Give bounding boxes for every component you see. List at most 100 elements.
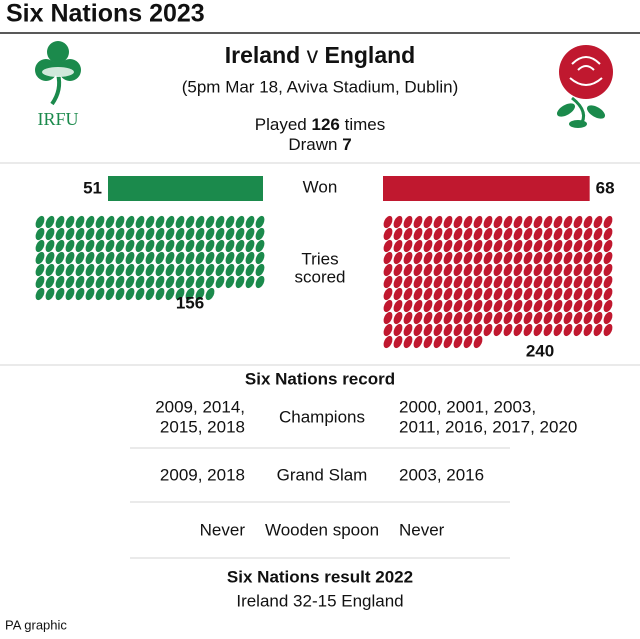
rugby-ball <box>513 227 523 241</box>
rugby-ball <box>433 239 443 253</box>
rugby-ball <box>423 323 433 337</box>
rugby-ball <box>433 263 443 277</box>
rugby-ball <box>523 287 533 301</box>
rugby-ball <box>115 251 125 265</box>
rugby-ball <box>165 275 175 289</box>
rugby-ball <box>235 251 245 265</box>
rugby-ball <box>115 287 125 301</box>
rugby-ball <box>75 227 85 241</box>
rugby-ball <box>523 299 533 313</box>
rugby-ball <box>35 275 45 289</box>
rugby-ball <box>55 263 65 277</box>
rugby-ball <box>185 275 195 289</box>
rugby-ball <box>443 263 453 277</box>
rugby-ball <box>553 299 563 313</box>
rugby-ball <box>85 287 95 301</box>
rugby-ball <box>215 263 225 277</box>
rugby-ball <box>105 275 115 289</box>
rugby-ball <box>225 239 235 253</box>
rugby-ball <box>493 311 503 325</box>
rugby-ball <box>125 239 135 253</box>
rugby-ball <box>383 215 393 229</box>
rugby-ball <box>473 263 483 277</box>
rugby-ball <box>503 311 513 325</box>
rugby-ball <box>593 323 603 337</box>
rugby-ball <box>165 215 175 229</box>
rugby-ball <box>443 335 453 349</box>
rugby-ball <box>135 287 145 301</box>
rugby-ball <box>65 263 75 277</box>
rugby-ball <box>453 215 463 229</box>
rugby-ball <box>85 275 95 289</box>
rugby-ball <box>483 323 493 337</box>
rugby-ball <box>75 275 85 289</box>
rugby-ball <box>75 239 85 253</box>
rugby-ball <box>523 239 533 253</box>
rugby-ball <box>513 323 523 337</box>
rugby-ball <box>95 287 105 301</box>
rugby-ball <box>593 275 603 289</box>
rugby-ball <box>543 215 553 229</box>
rugby-ball <box>403 239 413 253</box>
rugby-ball <box>573 299 583 313</box>
rugby-ball <box>603 275 613 289</box>
rugby-ball <box>105 287 115 301</box>
rugby-ball <box>165 227 175 241</box>
rugby-ball <box>523 311 533 325</box>
rugby-ball <box>195 263 205 277</box>
rugby-ball <box>423 215 433 229</box>
rugby-ball <box>413 263 423 277</box>
rugby-ball <box>583 215 593 229</box>
rugby-ball <box>45 239 55 253</box>
rugby-ball <box>225 251 235 265</box>
rugby-ball <box>563 239 573 253</box>
rugby-ball <box>55 215 65 229</box>
rugby-ball <box>413 215 423 229</box>
irfu-label: IRFU <box>37 109 78 129</box>
rugby-ball <box>393 335 403 349</box>
rugby-ball <box>175 287 185 301</box>
rugby-ball <box>573 275 583 289</box>
rugby-ball <box>493 287 503 301</box>
rugby-ball <box>383 335 393 349</box>
rugby-ball <box>453 275 463 289</box>
rugby-ball <box>483 311 493 325</box>
rugby-ball <box>185 287 195 301</box>
rugby-ball <box>573 215 583 229</box>
rugby-ball <box>105 239 115 253</box>
tries-label-2: scored <box>294 267 345 286</box>
rugby-ball <box>225 227 235 241</box>
rugby-ball <box>523 215 533 229</box>
rugby-ball <box>85 239 95 253</box>
rugby-ball <box>383 227 393 241</box>
rugby-ball <box>85 227 95 241</box>
rugby-ball <box>543 287 553 301</box>
rugby-ball <box>225 275 235 289</box>
rugby-ball <box>383 263 393 277</box>
title: Six Nations 2023 <box>6 0 205 28</box>
rugby-ball <box>603 215 613 229</box>
rugby-ball <box>453 227 463 241</box>
rugby-ball <box>45 275 55 289</box>
rugby-ball <box>95 239 105 253</box>
rugby-ball <box>255 275 265 289</box>
rugby-ball <box>453 263 463 277</box>
rugby-ball <box>165 287 175 301</box>
rugby-ball <box>593 239 603 253</box>
rugby-ball <box>453 311 463 325</box>
rugby-ball <box>393 299 403 313</box>
rugby-ball <box>383 323 393 337</box>
rugby-ball <box>533 311 543 325</box>
rugby-ball <box>205 287 215 301</box>
rugby-ball <box>483 299 493 313</box>
rugby-ball <box>463 311 473 325</box>
rugby-ball <box>513 263 523 277</box>
rugby-ball <box>403 263 413 277</box>
record-home: 2009, 2014, <box>155 397 245 416</box>
rugby-ball <box>423 275 433 289</box>
rugby-ball <box>215 239 225 253</box>
rugby-ball <box>423 263 433 277</box>
rugby-ball <box>493 323 503 337</box>
rugby-ball <box>195 287 205 301</box>
rugby-ball <box>145 275 155 289</box>
